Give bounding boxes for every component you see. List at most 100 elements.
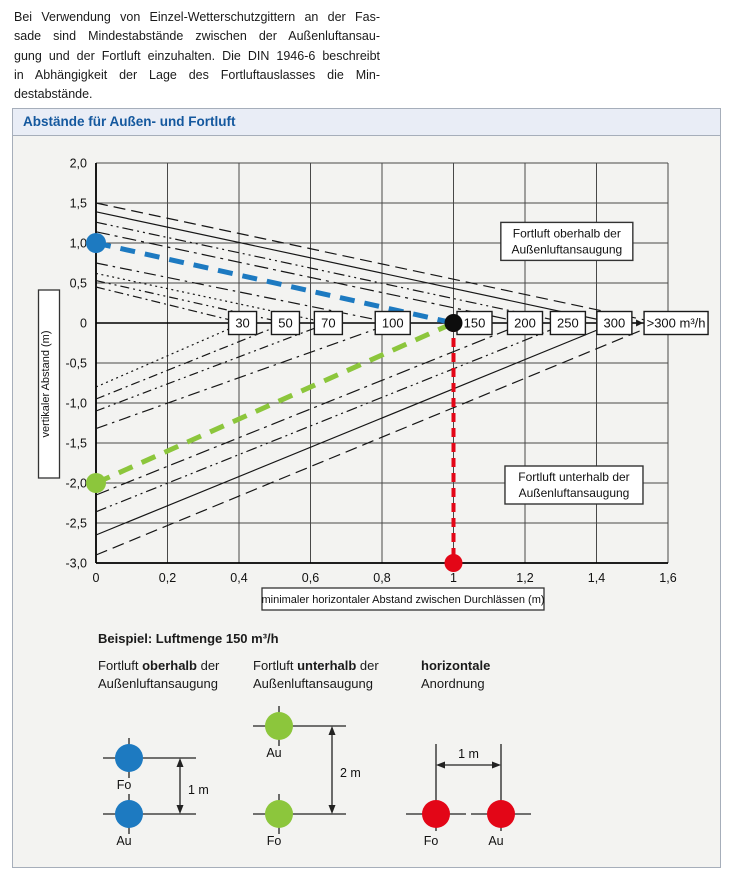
volume-line <box>95 262 393 324</box>
legend-col-line2: Anordnung <box>421 676 485 691</box>
volume-label-box <box>596 310 633 336</box>
volume-line <box>95 211 615 324</box>
x-tick-label: 1,2 <box>516 571 533 585</box>
legend-col-line1: Fortluft oberhalb der <box>98 658 220 673</box>
volume-label-box <box>506 310 544 336</box>
volume-label: 200 <box>514 316 536 331</box>
volume-label-box <box>313 310 344 336</box>
y-tick-label: 1,0 <box>70 237 87 251</box>
diagram-circle <box>115 744 143 772</box>
y-tick-label: 1,5 <box>70 197 87 211</box>
volume-label-box <box>549 310 587 336</box>
diagram-dim-label: 1 m <box>188 783 209 797</box>
intro-line: in Abhängigkeit der Lage des Fortluftaus… <box>14 67 380 82</box>
dim-arrow <box>176 805 184 814</box>
volume-line <box>95 322 615 536</box>
volume-line <box>95 286 243 324</box>
legend-col-line1: Fortluft unterhalb der <box>253 658 379 673</box>
x-axis-title: minimaler horizontaler Abstand zwischen … <box>261 594 544 606</box>
legend-col-line2: Außenluftansaugung <box>253 676 373 691</box>
y-tick-label: -2,5 <box>65 517 87 531</box>
volume-line <box>95 322 243 388</box>
y-tick-label: -2,0 <box>65 477 87 491</box>
example-point <box>86 473 106 493</box>
volume-label: 50 <box>278 316 292 331</box>
volume-label-box <box>227 310 258 336</box>
annotation-text: Fortluft unterhalb der <box>518 470 629 484</box>
intro-paragraph: Bei Verwendung von Einzel-Wetterschutzgi… <box>14 8 380 104</box>
annotation-box <box>500 221 634 262</box>
y-tick-label: 0 <box>80 317 87 331</box>
diagram-port-label: Fo <box>117 778 132 792</box>
legend-example-title: Beispiel: Luftmenge 150 m³/h <box>98 631 279 646</box>
diagram-dim-label: 2 m <box>340 766 361 780</box>
diagram-circle <box>265 712 293 740</box>
diagram-port-label: Au <box>488 834 503 848</box>
example-line-below <box>94 320 455 486</box>
intro-line: destabstände. <box>14 87 93 102</box>
annotation-text: Außenluftansaugung <box>511 242 622 256</box>
dim-arrow <box>328 805 336 814</box>
x-tick-label: 0,8 <box>373 571 390 585</box>
y-axis-title: vertikaler Abstand (m) <box>40 331 52 438</box>
diagram-circle <box>422 800 450 828</box>
y-tick-label: -1,5 <box>65 437 87 451</box>
y-tick-label: -0,5 <box>65 357 87 371</box>
legend-col-line2: Außenluftansaugung <box>98 676 218 691</box>
example-diagrams: Fo Au 1 m Au Fo 2 m Fo Au 1 m <box>103 706 531 848</box>
diagram-circle <box>265 800 293 828</box>
volume-label: 30 <box>235 316 249 331</box>
intro-line: gung und der Fortluft einzuhalten. Die D… <box>14 48 380 63</box>
volume-label: >300 m³/h <box>647 316 706 331</box>
x-tick-label: 1 <box>450 571 457 585</box>
arrow-head <box>636 319 644 327</box>
y-tick-label: -3,0 <box>65 557 87 571</box>
dim-arrow <box>436 761 445 769</box>
legend-col-below: Fortluft unterhalb der Außenluftansaugun… <box>253 657 379 693</box>
volume-line <box>95 202 660 324</box>
volume-label: 70 <box>321 316 335 331</box>
volume-label: 250 <box>557 316 579 331</box>
volume-line <box>95 322 393 430</box>
volume-label-box <box>643 310 709 336</box>
volume-label: 100 <box>382 316 404 331</box>
dim-arrow <box>176 758 184 767</box>
diagram-dim-label: 1 m <box>458 747 479 761</box>
volume-line <box>95 221 569 324</box>
example-point <box>444 554 463 572</box>
annotation-text: Fortluft oberhalb der <box>513 226 621 240</box>
annotation-text: Außenluftansaugung <box>519 486 630 500</box>
diagram-circle <box>115 800 143 828</box>
dim-arrow <box>328 726 336 735</box>
volume-line <box>95 322 526 496</box>
x-tick-label: 0,2 <box>159 571 176 585</box>
intro-line: Bei Verwendung von Einzel-Wetterschutzgi… <box>14 10 380 24</box>
diagram-circle <box>487 800 515 828</box>
diagram-port-label: Fo <box>267 834 282 848</box>
volume-label: 150 <box>464 316 486 331</box>
example-line-above <box>95 240 455 326</box>
intro-line: sade sind Mindestabstände zwischen der A… <box>14 29 380 44</box>
volume-line <box>95 322 569 513</box>
x-axis-title-box <box>261 587 545 611</box>
volume-label-box <box>270 310 301 336</box>
y-tick-label: -1,0 <box>65 397 87 411</box>
panel-header: Abstände für Außen- und Fortluft <box>13 109 720 136</box>
dim-arrow <box>492 761 501 769</box>
volume-line <box>95 322 660 556</box>
x-tick-label: 1,6 <box>659 571 676 585</box>
panel-title: Abstände für Außen- und Fortluft <box>23 114 236 129</box>
volume-line <box>95 231 526 324</box>
figure-panel: Abstände für Außen- und Fortluft 0 0,2 0,4… <box>12 108 721 868</box>
y-tick-label: 2,0 <box>70 157 87 171</box>
volume-line <box>95 322 329 412</box>
diagram-port-label: Au <box>266 746 281 760</box>
volume-label-box <box>374 310 411 336</box>
diagram-port-label: Au <box>116 834 131 848</box>
volume-label: 300 <box>604 316 626 331</box>
volume-line <box>95 322 286 400</box>
example-point <box>86 233 106 253</box>
volume-line <box>95 280 286 324</box>
legend-col-line1: horizontale <box>421 658 491 673</box>
